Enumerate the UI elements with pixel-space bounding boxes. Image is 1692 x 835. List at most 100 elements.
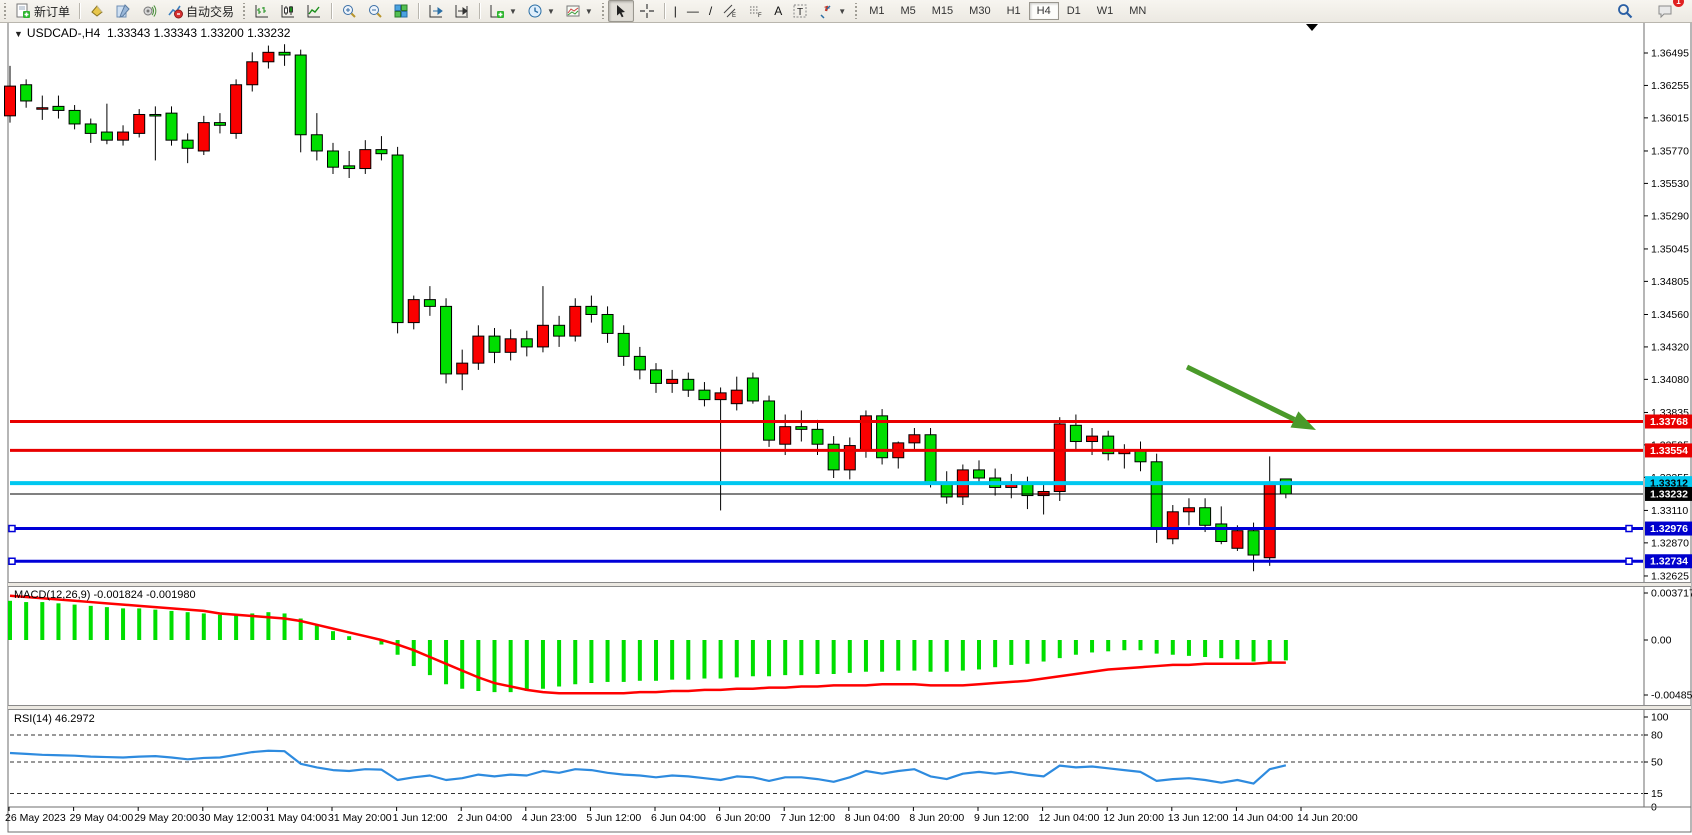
autotrade-label: 自动交易 xyxy=(186,4,235,19)
dropdown-caret-icon: ▼ xyxy=(584,6,593,16)
chart-shift-button[interactable] xyxy=(449,0,475,22)
dropdown-caret-icon: ▼ xyxy=(838,6,847,16)
timeframe-m1[interactable]: M1 xyxy=(869,5,885,17)
toolbar-grip[interactable] xyxy=(600,3,605,19)
candle xyxy=(1215,523,1228,543)
toolbar-grip[interactable] xyxy=(3,3,7,19)
time-axis-label: 13 Jun 12:00 xyxy=(1168,812,1229,824)
horizontal-line-tool-button[interactable]: — xyxy=(682,0,704,22)
tile-windows-button[interactable] xyxy=(388,0,414,22)
candle xyxy=(876,415,889,459)
candle xyxy=(472,335,485,364)
time-axis-label: 9 Jun 12:00 xyxy=(974,812,1029,824)
timeframe-mn[interactable]: MN xyxy=(1129,5,1147,17)
macd-axis-label: -0.004854 xyxy=(1651,690,1692,702)
candle xyxy=(407,299,420,324)
timeframe-m5[interactable]: M5 xyxy=(900,5,916,17)
candlestick-chart-icon xyxy=(281,5,295,18)
support-line-lower-handle[interactable] xyxy=(1625,557,1633,565)
price-tick-label: 1.34320 xyxy=(1651,341,1689,353)
auto-scroll-icon xyxy=(429,5,443,18)
chart-shift-marker[interactable] xyxy=(1306,24,1318,31)
symbol-dropdown-icon[interactable]: ▼ xyxy=(14,29,23,39)
macd-axis-label: 0.003717 xyxy=(1651,587,1692,599)
candle xyxy=(924,434,937,484)
profiles-button[interactable] xyxy=(110,0,136,22)
price-tag-label: 1.33312 xyxy=(1650,478,1688,490)
trendline-tool-button[interactable]: / xyxy=(704,0,717,22)
line-chart-button[interactable] xyxy=(301,0,327,22)
price-tick-label: 1.36495 xyxy=(1651,48,1689,60)
macd-panel: 0.003717 0.00 -0.004854 xyxy=(8,587,1692,702)
fibonacci-icon: F xyxy=(750,6,762,19)
zoom-out-button[interactable] xyxy=(362,0,388,22)
macd-name: MACD(12,26,9) xyxy=(14,589,91,601)
candle xyxy=(456,362,469,375)
time-axis[interactable]: 26 May 2023 29 May 04:00 29 May 20:00 30 Ma… xyxy=(5,807,1358,824)
trend-arrow[interactable] xyxy=(1185,364,1316,430)
indicators-button[interactable]: ▼ xyxy=(484,0,522,22)
candle xyxy=(1231,530,1244,549)
timeframe-w1[interactable]: W1 xyxy=(1096,5,1114,17)
panel-splitter[interactable] xyxy=(8,582,1691,587)
support-line-upper-handle[interactable] xyxy=(8,524,16,533)
candle xyxy=(36,107,49,110)
crosshair-tool-button[interactable] xyxy=(634,0,660,22)
periods-button[interactable]: ▼ xyxy=(522,0,560,22)
time-axis-label: 1 Jun 12:00 xyxy=(393,812,448,824)
channel-tool-button[interactable]: E xyxy=(717,0,743,22)
chart-title: ▼ USDCAD-,H4 1.33343 1.33343 1.33200 1.33… xyxy=(14,26,290,40)
price-tick-label: 1.35530 xyxy=(1651,178,1689,190)
candlestick-chart-button[interactable] xyxy=(275,0,301,22)
auto-scroll-button[interactable] xyxy=(423,0,449,22)
timeframe-h4[interactable]: H4 xyxy=(1028,2,1059,20)
candle xyxy=(536,324,549,348)
search-button[interactable] xyxy=(1612,0,1638,22)
timeframe-d1[interactable]: D1 xyxy=(1066,5,1081,17)
notifications-button[interactable]: 1 xyxy=(1652,0,1684,22)
vertical-line-tool-button[interactable]: | xyxy=(669,0,682,22)
tile-windows-icon xyxy=(394,4,408,18)
chart-plot-area[interactable] xyxy=(10,24,1643,583)
text-label-tool-button[interactable]: T xyxy=(787,0,813,22)
candle xyxy=(230,84,243,134)
timeframe-m15[interactable]: M15 xyxy=(931,5,954,17)
autotrade-button[interactable]: 自动交易 xyxy=(162,0,239,22)
arrows-tool-button[interactable]: ▼ xyxy=(813,0,851,22)
cursor-tool-button[interactable] xyxy=(607,0,634,22)
timeframe-h1[interactable]: H1 xyxy=(1006,5,1021,17)
candle xyxy=(1086,435,1099,443)
rsi-axis-label: 100 xyxy=(1651,712,1669,724)
styles-button[interactable] xyxy=(84,0,110,22)
price-tag-label: 1.33768 xyxy=(1650,416,1688,428)
new-order-button[interactable]: 新订单 xyxy=(10,0,75,22)
zoom-in-button[interactable] xyxy=(336,0,362,22)
candle xyxy=(1150,461,1163,530)
toolbar-grip[interactable] xyxy=(854,3,859,19)
toolbar-separator xyxy=(79,3,81,19)
rsi-line xyxy=(9,749,1287,785)
time-axis-label: 30 May 12:00 xyxy=(199,812,263,824)
candle xyxy=(343,165,356,170)
text-tool-button[interactable]: A xyxy=(769,0,787,22)
rsi-axis-label: 15 xyxy=(1651,788,1663,800)
timeframe-m30[interactable]: M30 xyxy=(969,5,991,17)
toolbar-separator xyxy=(418,3,420,19)
price-tick-label: 1.33110 xyxy=(1651,505,1688,517)
toolbar-grip[interactable] xyxy=(242,3,247,19)
panel-splitter[interactable] xyxy=(8,705,1691,710)
candle xyxy=(698,389,711,401)
templates-button[interactable]: ▼ xyxy=(560,0,598,22)
bar-chart-button[interactable] xyxy=(249,0,275,22)
support-line-upper-handle[interactable] xyxy=(1625,524,1633,533)
candle xyxy=(117,131,130,141)
price-axis: 1.36495 1.36255 1.36015 1.35770 1.35530 1.352… xyxy=(1644,48,1689,582)
support-line-lower-handle[interactable] xyxy=(8,557,16,565)
fibonacci-tool-button[interactable]: F xyxy=(743,0,769,22)
zoom-in-icon xyxy=(343,5,356,18)
candle xyxy=(1247,530,1260,556)
toolbar-separator xyxy=(331,3,333,19)
sound-button[interactable] xyxy=(136,0,162,22)
candle xyxy=(843,445,856,471)
